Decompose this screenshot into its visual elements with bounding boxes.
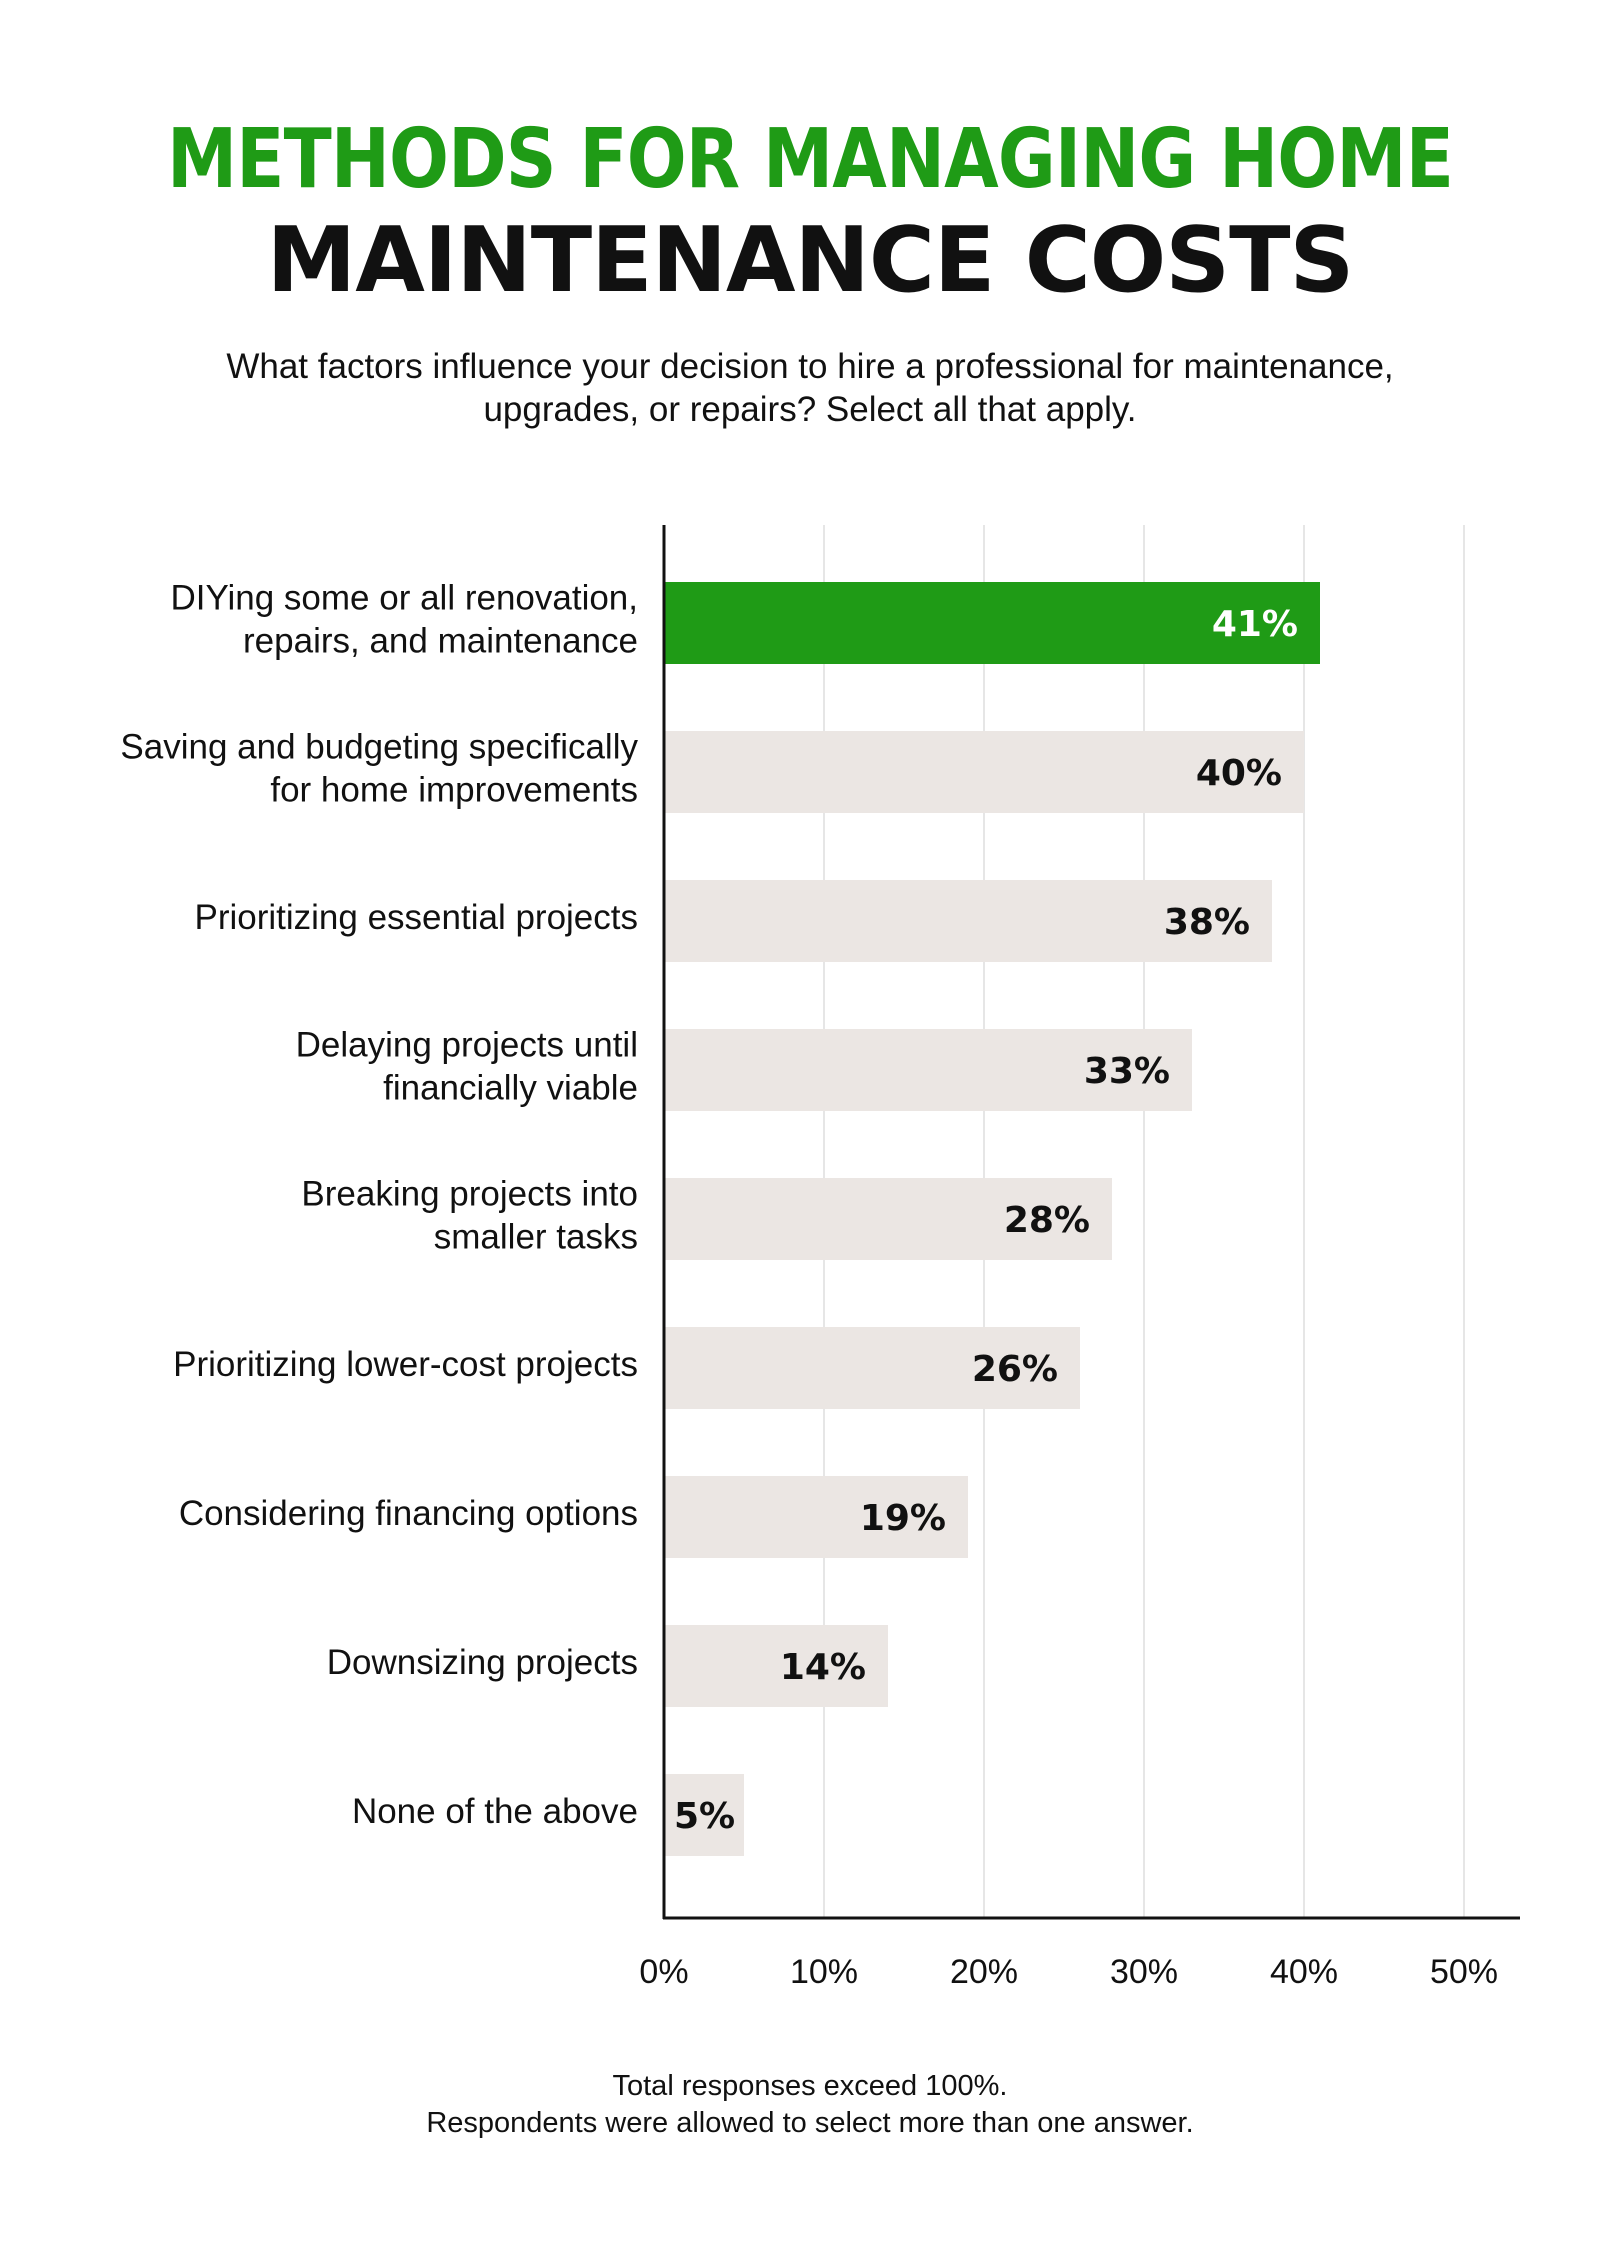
x-tick-label-30: 30% [1110, 1953, 1178, 1991]
category-label-1-line-2: repairs, and maintenance [243, 622, 638, 661]
category-label-4-line-2: financially viable [383, 1069, 638, 1108]
bar-chart: 41% 40% 38% 33% 28% 26% 19% 14% 5% DIYing some o… [120, 525, 1520, 1991]
bar-value-label-8: 14% [780, 1647, 866, 1688]
x-tick-label-10: 10% [790, 1953, 858, 1991]
bar-1 [664, 582, 1320, 664]
category-label-3: Prioritizing essential projects [194, 898, 638, 937]
bar-value-label-4: 33% [1084, 1051, 1170, 1092]
category-label-5-line-2: smaller tasks [434, 1218, 638, 1257]
axes [662, 525, 1520, 1920]
category-label-7-line-1: Considering financing options [179, 1494, 638, 1533]
bar-5 [664, 1178, 1112, 1260]
survey-question: What factors influence your decision to … [110, 345, 1510, 431]
bar-value-label-9: 5% [674, 1796, 735, 1837]
bar-value-label-3: 38% [1164, 902, 1250, 943]
x-tick-label-20: 20% [950, 1953, 1018, 1991]
chart-title-line2: MAINTENANCE COSTS [266, 208, 1355, 313]
category-label-8: Downsizing projects [327, 1643, 638, 1682]
survey-question-line2: upgrades, or repairs? Select all that ap… [483, 390, 1137, 429]
x-tick-labels: 0% 10% 20% 30% 40% 50% [639, 1953, 1498, 1991]
bar-2 [664, 731, 1304, 813]
x-tick-label-40: 40% [1270, 1953, 1338, 1991]
footnote: Total responses exceed 100%. Respondents… [0, 2068, 1620, 2142]
footnote-line2: Respondents were allowed to select more … [426, 2107, 1194, 2139]
category-labels: DIYing some or all renovation, repairs, a… [120, 579, 638, 1832]
bar-9 [664, 1774, 744, 1856]
survey-question-line1: What factors influence your decision to … [226, 347, 1394, 386]
category-label-4-line-1: Delaying projects until [296, 1026, 638, 1065]
bar-6 [664, 1327, 1080, 1409]
category-label-9: None of the above [352, 1792, 638, 1831]
category-label-2-line-1: Saving and budgeting specifically [120, 728, 638, 767]
chart-title-line1: METHODS FOR MANAGING HOME [166, 112, 1454, 207]
category-label-9-line-1: None of the above [352, 1792, 638, 1831]
x-tick-label-50: 50% [1430, 1953, 1498, 1991]
bars: 41% 40% 38% 33% 28% 26% 19% 14% 5% [664, 582, 1320, 1856]
category-label-3-line-1: Prioritizing essential projects [194, 898, 638, 937]
category-label-5-line-1: Breaking projects into [301, 1175, 638, 1214]
x-tick-label-0: 0% [639, 1953, 688, 1991]
category-label-7: Considering financing options [179, 1494, 638, 1533]
category-label-4: Delaying projects until financially viabl… [296, 1026, 638, 1108]
category-label-8-line-1: Downsizing projects [327, 1643, 638, 1682]
bar-value-label-1: 41% [1212, 604, 1298, 645]
category-label-6: Prioritizing lower-cost projects [173, 1345, 638, 1384]
footnote-line1: Total responses exceed 100%. [612, 2070, 1008, 2102]
category-label-2-line-2: for home improvements [270, 771, 638, 810]
bar-value-label-6: 26% [972, 1349, 1058, 1390]
bar-value-label-7: 19% [860, 1498, 946, 1539]
bar-3 [664, 880, 1272, 962]
category-label-5: Breaking projects into smaller tasks [301, 1175, 638, 1257]
bar-7 [664, 1476, 968, 1558]
category-label-1: DIYing some or all renovation, repairs, a… [170, 579, 638, 661]
category-label-1-line-1: DIYing some or all renovation, [170, 579, 638, 618]
bar-value-label-2: 40% [1196, 753, 1282, 794]
category-label-2: Saving and budgeting specifically for hom… [120, 728, 638, 810]
category-label-6-line-1: Prioritizing lower-cost projects [173, 1345, 638, 1384]
bar-4 [664, 1029, 1192, 1111]
bar-8 [664, 1625, 888, 1707]
bar-value-label-5: 28% [1004, 1200, 1090, 1241]
